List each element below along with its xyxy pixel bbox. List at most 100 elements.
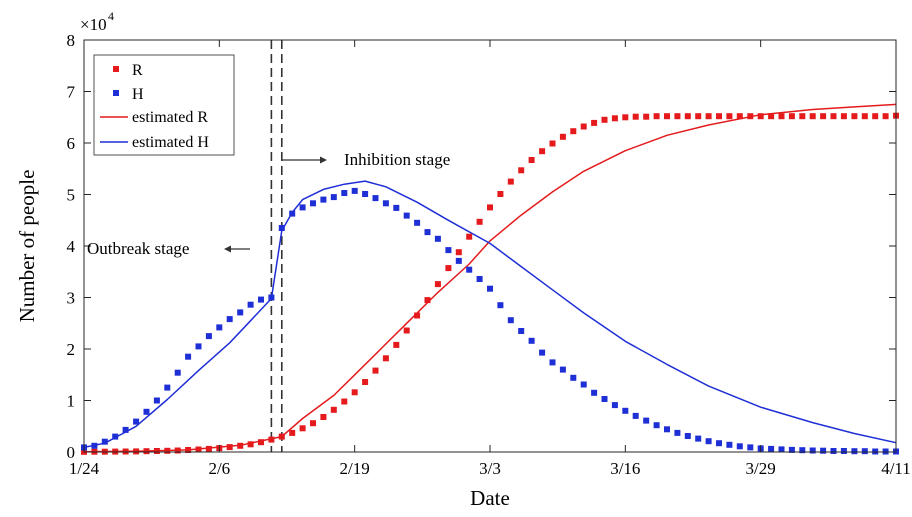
data-point-h bbox=[809, 447, 816, 454]
data-point-h bbox=[258, 296, 264, 303]
data-point-h bbox=[830, 448, 837, 454]
legend-label-h: H bbox=[132, 86, 144, 103]
y-tick-label: 4 bbox=[67, 237, 76, 256]
data-point-h bbox=[414, 219, 421, 226]
data-point-r bbox=[278, 433, 285, 440]
data-point-r bbox=[226, 444, 233, 451]
data-point-r bbox=[445, 265, 452, 272]
data-point-r bbox=[528, 157, 535, 163]
data-point-h bbox=[216, 324, 223, 331]
data-point-r bbox=[476, 218, 483, 225]
series-line-estimated-h bbox=[83, 180, 897, 449]
data-point-r bbox=[185, 447, 192, 453]
y-tick-label: 3 bbox=[67, 289, 76, 308]
y-tick-label: 8 bbox=[67, 31, 76, 50]
data-point-r bbox=[195, 446, 202, 453]
data-point-h bbox=[580, 381, 587, 388]
data-point-h bbox=[559, 366, 566, 373]
data-point-r bbox=[174, 447, 181, 454]
data-point-h bbox=[799, 447, 806, 454]
data-point-h bbox=[372, 195, 379, 202]
legend-label-estimated-h: estimated H bbox=[132, 134, 209, 151]
data-point-h bbox=[539, 349, 546, 356]
data-point-h bbox=[424, 229, 431, 236]
data-point-h bbox=[434, 235, 441, 242]
data-point-h bbox=[195, 343, 202, 350]
y-tick-label: 2 bbox=[67, 340, 76, 359]
data-point-h bbox=[840, 448, 847, 454]
annotation-outbreak-arrowhead bbox=[224, 245, 231, 253]
data-point-r bbox=[851, 113, 858, 120]
data-point-r bbox=[820, 113, 827, 120]
series-layer bbox=[81, 103, 899, 455]
data-point-h bbox=[528, 337, 535, 344]
data-point-r bbox=[164, 447, 171, 454]
legend-label-r: R bbox=[132, 62, 143, 79]
data-point-h bbox=[205, 333, 212, 340]
data-point-h bbox=[705, 438, 712, 445]
data-point-r bbox=[757, 113, 764, 120]
data-point-r bbox=[518, 167, 525, 174]
data-point-r bbox=[320, 414, 327, 420]
annotation-outbreak: Outbreak stage bbox=[87, 239, 250, 258]
data-point-r bbox=[622, 114, 629, 121]
x-tick-label: 3/16 bbox=[610, 459, 640, 478]
data-point-h bbox=[622, 407, 629, 414]
data-point-r bbox=[237, 442, 244, 449]
data-point-r bbox=[788, 113, 795, 120]
data-point-r bbox=[830, 113, 837, 120]
data-point-h bbox=[237, 309, 244, 316]
y-exponent: 4 bbox=[108, 9, 114, 23]
data-point-h bbox=[778, 446, 785, 453]
x-tick-label: 2/19 bbox=[340, 459, 370, 478]
data-point-r bbox=[778, 113, 785, 120]
y-multiplier: ×10 bbox=[80, 15, 107, 34]
data-point-r bbox=[580, 123, 587, 130]
data-point-h bbox=[164, 384, 171, 391]
annotation-inhibition-arrowhead bbox=[320, 156, 327, 164]
data-point-h bbox=[466, 266, 473, 273]
data-point-h bbox=[664, 426, 670, 433]
data-point-r bbox=[695, 113, 702, 120]
data-point-h bbox=[330, 194, 337, 201]
data-point-h bbox=[153, 397, 160, 404]
data-point-h bbox=[591, 389, 598, 396]
data-point-r bbox=[372, 367, 379, 374]
data-point-r bbox=[403, 327, 410, 334]
legend-label-estimated-r: estimated R bbox=[132, 109, 208, 126]
data-point-h bbox=[403, 212, 410, 219]
legend-marker-r bbox=[113, 66, 119, 72]
data-point-r bbox=[362, 379, 369, 385]
data-point-r bbox=[559, 133, 566, 140]
data-point-h bbox=[497, 302, 504, 309]
data-point-r bbox=[289, 429, 296, 436]
data-point-r bbox=[487, 204, 493, 211]
data-point-r bbox=[705, 113, 712, 120]
data-point-h bbox=[393, 204, 400, 211]
series-line-estimated-r bbox=[83, 103, 897, 453]
data-point-h bbox=[278, 225, 285, 231]
data-point-r bbox=[205, 445, 212, 452]
data-point-r bbox=[768, 113, 775, 120]
x-tick-label: 1/24 bbox=[69, 459, 100, 478]
data-point-r bbox=[539, 148, 546, 155]
data-point-h bbox=[747, 444, 754, 451]
series-points-r bbox=[81, 112, 899, 455]
y-tick-label: 7 bbox=[67, 83, 76, 102]
axis-tick-labels: 1/24 2/6 2/19 3/3 3/16 3/29 4/11 0 1 2 3 4 5 6 7 8 bbox=[67, 31, 911, 478]
data-point-r bbox=[434, 281, 441, 288]
data-point-h bbox=[684, 433, 691, 439]
data-point-r bbox=[455, 249, 462, 256]
data-point-h bbox=[247, 301, 254, 308]
data-point-r bbox=[716, 113, 722, 120]
data-point-r bbox=[674, 113, 681, 120]
data-point-h bbox=[268, 294, 275, 301]
data-point-h bbox=[851, 448, 858, 455]
data-point-h bbox=[643, 417, 650, 424]
data-point-r bbox=[861, 113, 868, 120]
data-point-r bbox=[643, 113, 650, 120]
data-point-h bbox=[611, 402, 618, 409]
data-point-h bbox=[549, 359, 556, 366]
data-point-r bbox=[840, 113, 847, 120]
data-point-r bbox=[153, 448, 160, 454]
